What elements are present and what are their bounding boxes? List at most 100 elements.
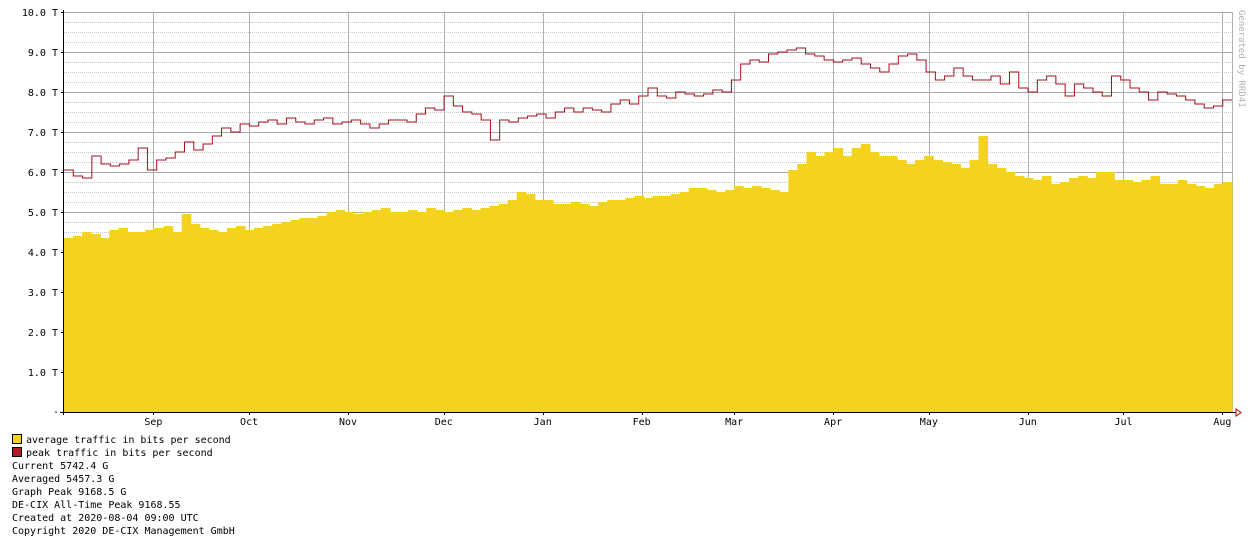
y-tick-label: 7.0 T [28,128,58,139]
legend-swatch-average [12,434,22,444]
y-tick-label: - [53,407,59,418]
x-axis-ticks: Sep Oct Nov Dec Jan Feb Mar Apr May Jun Jul Aug [144,412,1231,428]
average-bar [1032,180,1043,412]
x-axis-arrow [1235,408,1242,417]
average-bar [752,186,762,412]
average-bar [435,210,445,412]
average-bar [118,228,128,412]
average-bar [317,216,328,412]
average-bar [308,218,319,412]
x-tick-label: Nov [339,417,357,428]
average-bar [453,210,463,412]
average-bar [389,212,400,412]
y-tick-label: 8.0 T [28,88,58,99]
x-tick-label: Jun [1019,417,1037,428]
average-bar [208,230,219,412]
average-bar [1159,184,1170,412]
x-tick-label: Apr [824,417,842,428]
average-bar [869,152,880,412]
x-tick-label: May [920,417,938,428]
x-tick-label: Mar [725,417,743,428]
average-bar [797,164,808,412]
average-bar [1132,182,1143,412]
average-bar [525,194,536,412]
average-bar [507,200,518,412]
average-bar [906,164,916,412]
average-bar [371,210,382,412]
average-bar [734,186,744,412]
average-bar [616,200,626,412]
average-bar [498,204,509,412]
average-bar [127,232,138,412]
average-bar [217,232,228,412]
average-bar [344,212,355,412]
average-bar [1041,176,1052,412]
average-bar [1204,188,1215,412]
average-bar [679,192,690,412]
average-bar [353,214,364,412]
average-bar [1050,184,1061,412]
average-bar [426,208,436,412]
average-bar [1014,176,1025,412]
average-bar [245,230,255,412]
average-bar [571,202,581,412]
average-bar [226,228,237,412]
average-bar [670,194,681,412]
average-bar [896,160,907,412]
y-tick-label: 10.0 T [22,8,58,19]
average-bar [598,202,608,412]
legend-item-average: average traffic in bits per second [12,434,231,447]
average-bar [82,232,92,412]
stat-graph-peak: Graph Peak 9168.5 G [12,487,127,498]
peak-traffic-line [64,47,1232,179]
legend-item-peak: peak traffic in bits per second [12,447,213,460]
average-bar [335,210,346,412]
average-bar [824,152,835,412]
legend-label-average: average traffic in bits per second [26,435,231,446]
average-bar [652,196,663,412]
x-tick-label: Sep [144,417,162,428]
legend-label-peak: peak traffic in bits per second [26,448,213,459]
x-tick-label: Jul [1114,417,1132,428]
average-bar [172,232,183,412]
average-bar [625,198,636,412]
average-bar [933,160,943,412]
average-bar [860,144,871,412]
average-bar [145,230,156,412]
average-bar [1059,182,1070,412]
average-bar [743,188,753,412]
traffic-chart: - 1.0 T 2.0 T 3.0 T 4.0 T 5.0 T 6.0 T 7.0 T 8.0 … [22,8,1246,428]
stat-copyright: Copyright 2020 DE-CIX Management GmbH [12,526,235,537]
average-bar [987,164,998,412]
average-bar [770,190,780,412]
average-bar [534,200,545,412]
average-bar [380,208,391,412]
y-tick-label: 1.0 T [28,368,58,379]
y-tick-label: 9.0 T [28,48,58,59]
average-bar [715,192,726,412]
average-bar [978,136,989,412]
average-bar [788,170,798,412]
average-bar [1195,186,1206,412]
average-bar [489,206,500,412]
average-bar [362,212,373,412]
average-bar [996,168,1007,412]
average-bar [1005,172,1016,412]
average-bar [942,162,952,412]
average-bar [136,232,147,412]
average-bar [199,228,210,412]
x-tick-label: Aug [1213,417,1231,428]
average-bar [480,208,491,412]
average-bar [290,220,301,412]
average-bar [806,152,817,412]
average-bar [299,218,310,412]
average-bar [190,224,201,412]
average-bar [1096,172,1106,412]
stat-all-time-peak: DE-CIX All-Time Peak 9168.55 [12,500,181,511]
average-bar [91,234,101,412]
average-bar [842,156,853,412]
average-bar [1023,178,1034,412]
watermark-text: Generated by RRD41 [1236,10,1246,108]
average-bar [1123,180,1133,412]
average-bar [969,160,980,412]
